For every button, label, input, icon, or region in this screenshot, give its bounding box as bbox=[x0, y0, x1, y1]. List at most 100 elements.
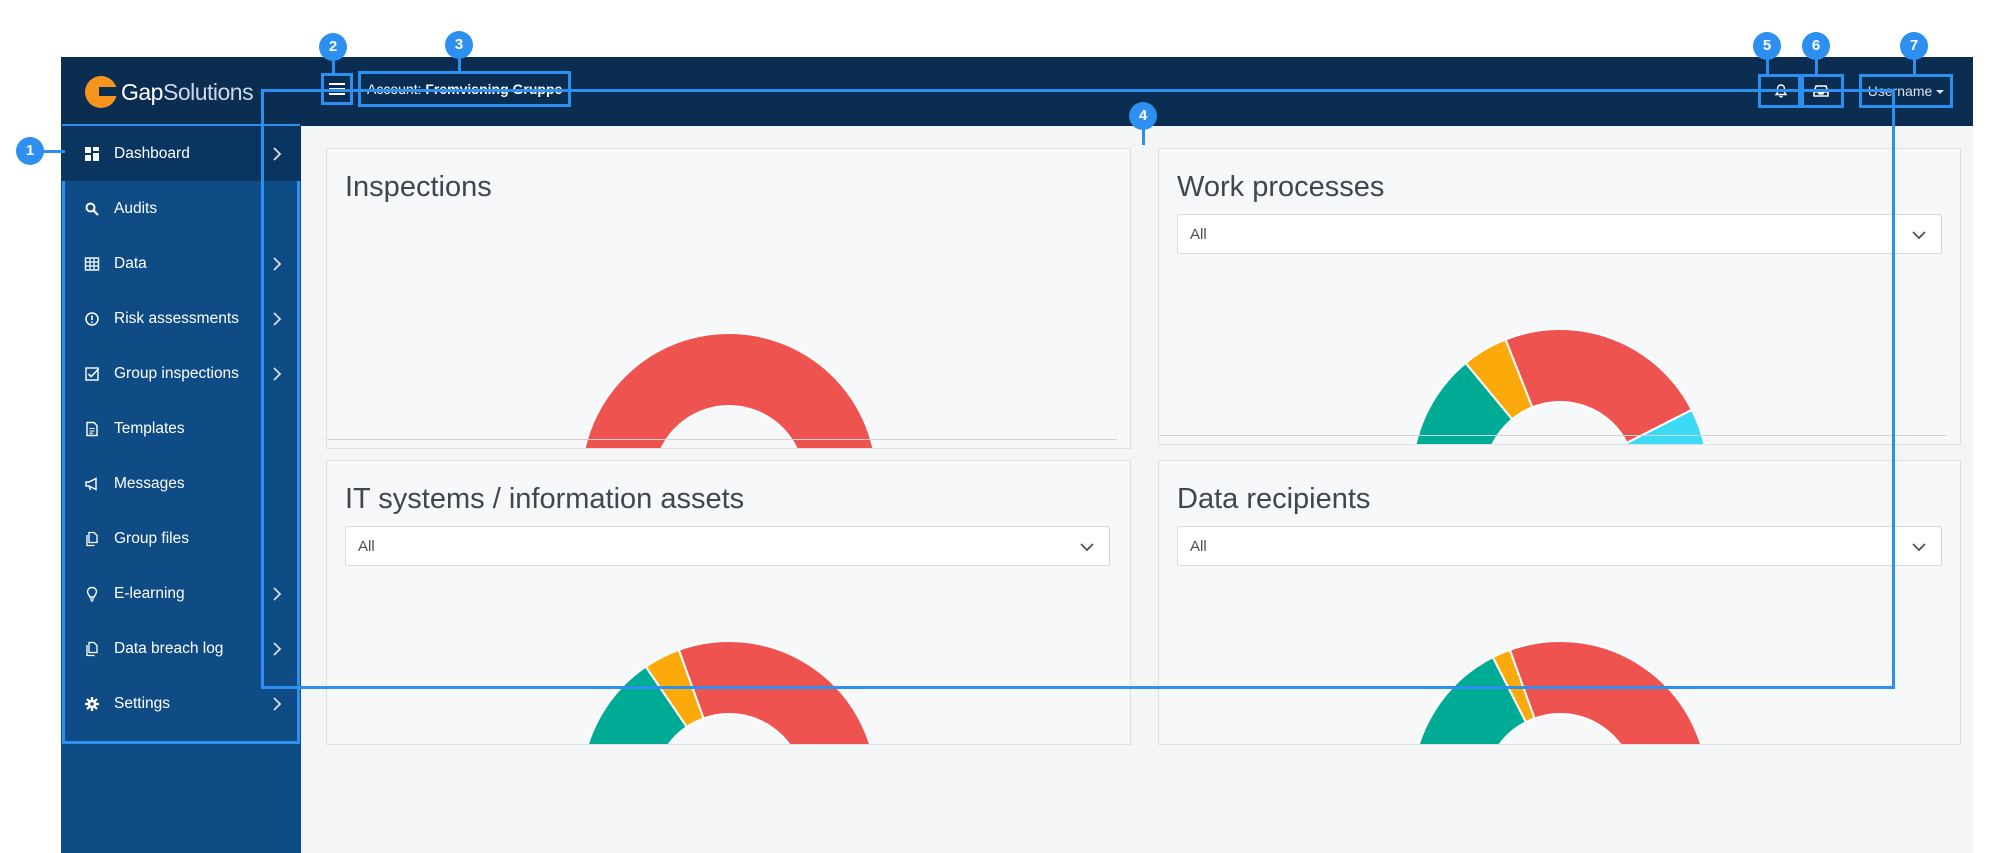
panel-divider bbox=[327, 439, 1117, 440]
it-systems-filter-value: All bbox=[358, 538, 375, 555]
sidebar-item-label: Dashboard bbox=[114, 144, 190, 162]
annotation-connector bbox=[1913, 58, 1916, 77]
megaphone-icon bbox=[84, 476, 100, 492]
sidebar-item-group-files[interactable]: Group files bbox=[61, 511, 301, 566]
inbox-icon bbox=[1813, 85, 1829, 97]
account-label: Account: bbox=[367, 81, 422, 97]
chevron-right-icon bbox=[271, 366, 283, 387]
user-menu-button[interactable]: Username bbox=[1859, 74, 1953, 108]
chevron-down-icon bbox=[1912, 543, 1926, 552]
annotation-connector bbox=[1142, 127, 1145, 145]
chart-slice[interactable] bbox=[1508, 640, 1708, 744]
it-systems-filter-select[interactable]: All bbox=[345, 526, 1110, 566]
sidebar-item-dashboard[interactable]: Dashboard bbox=[61, 126, 301, 181]
annotation-connector bbox=[1815, 58, 1818, 77]
inspections-chart bbox=[582, 332, 877, 448]
alert-circle-icon bbox=[84, 311, 100, 327]
work-processes-chart bbox=[1414, 328, 1706, 444]
sidebar-item-templates[interactable]: Templates bbox=[61, 401, 301, 456]
hamburger-icon-bar bbox=[329, 88, 345, 90]
chevron-down-icon bbox=[1080, 543, 1094, 552]
brand-name-bold: Gap bbox=[121, 78, 163, 105]
table-icon bbox=[84, 256, 100, 272]
chevron-right-icon bbox=[271, 256, 283, 277]
chevron-right-icon bbox=[271, 311, 283, 332]
inspections-title: Inspections bbox=[345, 171, 492, 203]
top-navbar: GapSolutions Account: Fremvisning Gruppe… bbox=[61, 57, 1973, 126]
sidebar-item-settings[interactable]: Settings bbox=[61, 676, 301, 731]
sidebar-item-label: Group files bbox=[114, 529, 189, 547]
annotation-badge: 3 bbox=[445, 31, 473, 59]
gear-icon bbox=[84, 696, 100, 712]
sidebar-item-label: Settings bbox=[114, 694, 171, 712]
caret-down-icon bbox=[1936, 90, 1945, 95]
hamburger-icon-bar bbox=[329, 93, 345, 95]
chevron-right-icon bbox=[271, 641, 283, 662]
notifications-button[interactable] bbox=[1758, 74, 1804, 108]
annotation-badge: 4 bbox=[1129, 102, 1157, 130]
files-icon bbox=[84, 531, 100, 547]
data-recipients-chart bbox=[1412, 640, 1708, 744]
work-processes-filter-value: All bbox=[1190, 226, 1207, 243]
username-label: Username bbox=[1867, 83, 1933, 99]
chart-slice[interactable] bbox=[677, 640, 877, 744]
annotation-badge: 1 bbox=[16, 137, 44, 165]
sidebar-item-risk-assessments[interactable]: Risk assessments bbox=[61, 291, 301, 346]
chevron-down-icon bbox=[1912, 231, 1926, 240]
annotation-badge: 7 bbox=[1900, 32, 1928, 60]
dashboard-icon bbox=[84, 146, 100, 162]
data-recipients-filter-value: All bbox=[1190, 538, 1207, 555]
hamburger-icon-bar bbox=[329, 83, 345, 85]
brand-name: GapSolutions bbox=[121, 78, 254, 106]
document-icon bbox=[84, 421, 100, 437]
sidebar-item-messages[interactable]: Messages bbox=[61, 456, 301, 511]
work-processes-filter-select[interactable]: All bbox=[1177, 214, 1942, 254]
sidebar-item-label: Messages bbox=[114, 474, 185, 492]
sidebar-item-e-learning[interactable]: E-learning bbox=[61, 566, 301, 621]
panel-divider bbox=[1159, 435, 1947, 436]
brand-logo[interactable]: GapSolutions bbox=[85, 76, 254, 108]
sidebar-item-label: Data breach log bbox=[114, 639, 224, 657]
sidebar-item-label: Audits bbox=[114, 199, 158, 217]
annotation-connector bbox=[42, 150, 65, 153]
inspections-panel: Inspections bbox=[326, 148, 1131, 449]
annotation-connector bbox=[332, 60, 335, 76]
annotation-connector bbox=[1766, 58, 1769, 77]
chart-slice[interactable] bbox=[1412, 655, 1528, 744]
brand-name-light: Solutions bbox=[162, 78, 254, 105]
chevron-right-icon bbox=[271, 696, 283, 717]
sidebar-menu: Dashboard Audits Data Risk assessments Group… bbox=[61, 124, 301, 744]
it-systems-title: IT systems / information assets bbox=[345, 483, 745, 515]
lightbulb-icon bbox=[84, 586, 100, 602]
work-processes-title: Work processes bbox=[1177, 171, 1385, 203]
checkbox-icon bbox=[84, 366, 100, 382]
it-systems-panel: IT systems / information assets All bbox=[326, 460, 1131, 745]
account-name: Fremvisning Gruppe bbox=[425, 81, 563, 97]
logo-mark-icon bbox=[85, 76, 117, 108]
sidebar-item-label: E-learning bbox=[114, 584, 185, 602]
annotation-badge: 6 bbox=[1802, 32, 1830, 60]
sidebar: Dashboard Audits Data Risk assessments Group… bbox=[61, 124, 301, 853]
annotation-connector bbox=[458, 58, 461, 74]
data-recipients-filter-select[interactable]: All bbox=[1177, 526, 1942, 566]
files-icon bbox=[84, 641, 100, 657]
annotation-badge: 2 bbox=[319, 33, 347, 61]
bell-icon bbox=[1774, 84, 1788, 98]
sidebar-item-data-breach-log[interactable]: Data breach log bbox=[61, 621, 301, 676]
inbox-button[interactable] bbox=[1798, 74, 1844, 108]
account-selector[interactable]: Account: Fremvisning Gruppe bbox=[357, 71, 572, 107]
sidebar-item-label: Templates bbox=[114, 419, 185, 437]
chart-slice[interactable] bbox=[582, 332, 877, 448]
sidebar-item-label: Group inspections bbox=[114, 364, 239, 382]
app-window: GapSolutions Account: Fremvisning Gruppe… bbox=[61, 57, 1973, 853]
data-recipients-panel: Data recipients All bbox=[1158, 460, 1961, 745]
sidebar-item-label: Data bbox=[114, 254, 147, 272]
sidebar-item-group-inspections[interactable]: Group inspections bbox=[61, 346, 301, 401]
menu-toggle-button[interactable] bbox=[321, 73, 353, 105]
sidebar-item-audits[interactable]: Audits bbox=[61, 181, 301, 236]
search-icon bbox=[84, 201, 100, 217]
annotation-badge: 5 bbox=[1753, 32, 1781, 60]
it-systems-chart bbox=[587, 640, 877, 744]
sidebar-item-data[interactable]: Data bbox=[61, 236, 301, 291]
chart-slice[interactable] bbox=[1504, 328, 1694, 444]
